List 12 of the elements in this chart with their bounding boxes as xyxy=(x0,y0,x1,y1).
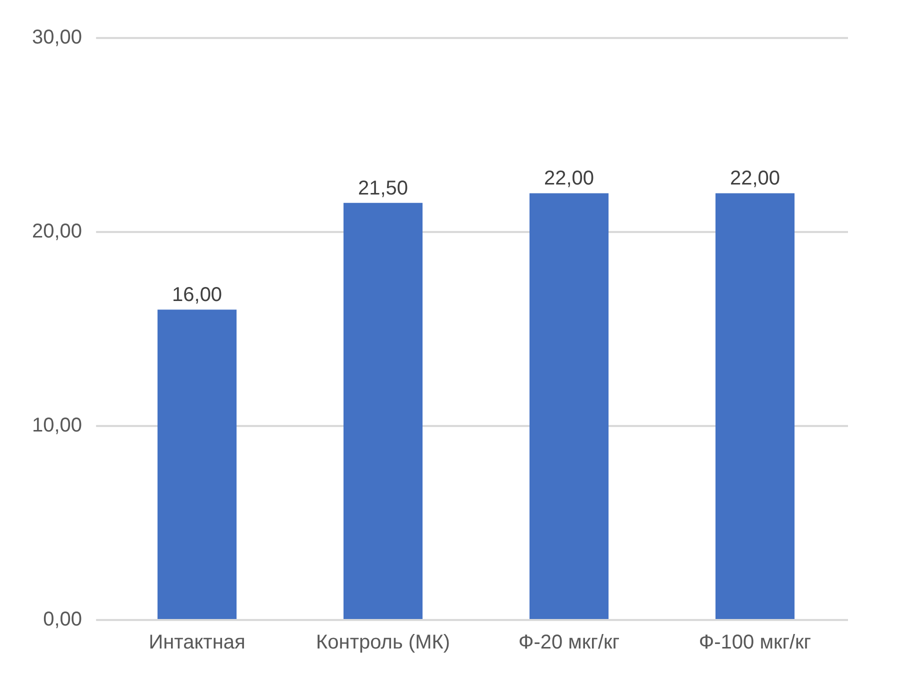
x-tick-label: Интактная xyxy=(148,632,246,654)
data-label: 21,50 xyxy=(358,177,408,200)
y-tick-label: 10,00 xyxy=(32,414,82,437)
data-label: 22,00 xyxy=(544,168,594,190)
y-tick-label: 20,00 xyxy=(32,220,82,243)
x-tick-label: Контроль (МК) xyxy=(316,632,450,654)
data-label: 22,00 xyxy=(730,168,780,190)
x-tick-label: Ф-20 мкг/кг xyxy=(518,632,620,654)
y-tick-label: 0,00 xyxy=(43,608,82,631)
y-tick-label: 30,00 xyxy=(32,26,82,49)
x-tick-label: Ф-100 мкг/кг xyxy=(698,632,812,654)
data-label: 16,00 xyxy=(172,284,222,306)
